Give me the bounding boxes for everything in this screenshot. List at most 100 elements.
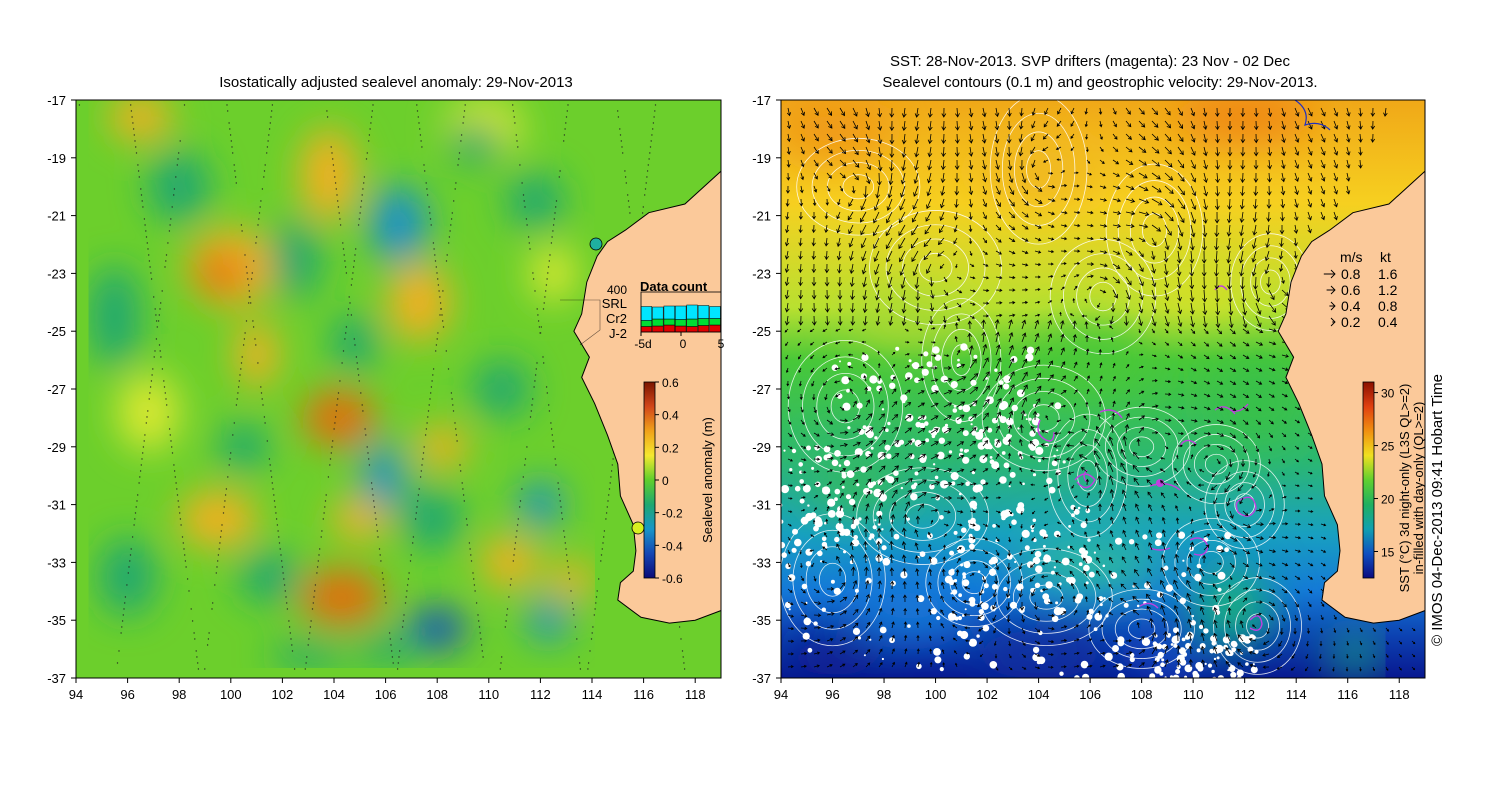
track-dot	[165, 260, 167, 262]
track-dot	[627, 194, 629, 196]
cloud-pixel	[799, 479, 804, 484]
cloud-pixel	[900, 486, 904, 490]
velocity-arrow	[1240, 159, 1246, 170]
track-dot	[371, 488, 373, 490]
track-dot	[477, 614, 479, 616]
velocity-arrow	[1056, 133, 1062, 139]
velocity-arrow	[982, 159, 987, 170]
velocity-arrow	[1019, 549, 1023, 556]
track-dot	[138, 176, 140, 178]
cloud-pixel	[1245, 662, 1249, 666]
velocity-arrow	[813, 146, 819, 155]
velocity-arrow	[810, 341, 815, 346]
velocity-arrow	[930, 428, 939, 434]
velocity-arrow	[1255, 612, 1262, 616]
cloud-pixel	[834, 536, 840, 543]
track-dot	[137, 170, 140, 172]
track-dot	[362, 188, 364, 190]
velocity-arrow	[1199, 568, 1205, 577]
velocity-arrow	[982, 426, 989, 434]
velocity-arrow	[1034, 300, 1041, 304]
cloud-pixel	[1184, 664, 1193, 673]
velocity-arrow	[943, 276, 948, 283]
velocity-arrow	[904, 465, 913, 473]
velocity-arrow	[839, 418, 849, 423]
velocity-arrow	[852, 663, 858, 668]
velocity-arrow	[995, 510, 1001, 514]
cloud-pixel	[925, 438, 930, 443]
velocity-arrow	[1214, 211, 1220, 224]
velocity-arrow	[995, 198, 1001, 208]
data-count-bar	[709, 318, 721, 326]
velocity-arrow	[1151, 631, 1157, 642]
cloud-pixel	[1195, 662, 1203, 670]
velocity-arrow	[1255, 600, 1263, 604]
velocity-arrow	[1021, 640, 1026, 646]
cloud-pixel	[1254, 649, 1259, 654]
cloud-pixel	[999, 476, 1007, 484]
lon-tick-label: 106	[1079, 687, 1101, 702]
velocity-arrow	[1190, 315, 1195, 328]
velocity-arrow	[1047, 198, 1056, 203]
track-dot	[347, 308, 350, 310]
sla-feature	[400, 487, 464, 551]
velocity-arrow	[824, 263, 830, 274]
velocity-arrow	[1228, 458, 1233, 468]
velocity-arrow	[1203, 406, 1211, 411]
velocity-arrow	[1125, 159, 1134, 165]
track-dot	[225, 488, 228, 490]
velocity-arrow	[891, 634, 895, 642]
velocity-arrow	[1173, 566, 1179, 577]
velocity-arrow	[1069, 545, 1075, 551]
velocity-arrow	[956, 468, 965, 473]
velocity-arrow	[930, 354, 937, 358]
velocity-arrow	[995, 344, 1001, 356]
velocity-arrow	[1226, 237, 1232, 251]
velocity-arrow	[1177, 419, 1185, 423]
track-dot	[455, 182, 457, 184]
velocity-arrow	[941, 636, 945, 642]
track-dot	[349, 302, 351, 304]
right-map-title-line2: Sealevel contours (0.1 m) and geostrophi…	[882, 74, 1317, 91]
velocity-arrow	[878, 489, 884, 499]
velocity-arrow	[1098, 107, 1103, 115]
track-dot	[244, 254, 246, 256]
velocity-arrow	[800, 458, 807, 462]
track-dot	[149, 392, 151, 394]
track-dot	[281, 560, 283, 562]
track-dot	[515, 536, 517, 538]
velocity-arrow	[839, 406, 845, 411]
velocity-arrow	[982, 398, 990, 408]
velocity-arrow	[969, 400, 978, 408]
cloud-pixel	[919, 422, 926, 429]
track-dot	[606, 506, 608, 508]
velocity-arrow	[1125, 639, 1132, 643]
cloud-pixel	[845, 494, 852, 500]
velocity-arrow	[1255, 354, 1263, 359]
velocity-arrow	[1018, 146, 1024, 157]
velocity-arrow	[1307, 536, 1314, 540]
velocity-arrow	[824, 302, 830, 313]
cloud-pixel	[1062, 460, 1066, 464]
cloud-pixel	[1159, 656, 1162, 659]
cloud-pixel	[868, 536, 872, 541]
velocity-arrow	[968, 211, 973, 221]
track-dot	[371, 110, 373, 112]
track-dot	[524, 464, 526, 466]
track-dot	[551, 236, 553, 238]
velocity-arrow	[915, 315, 920, 326]
velocity-arrow	[1031, 536, 1036, 541]
velocity-arrow	[891, 388, 897, 395]
cloud-pixel	[1217, 681, 1222, 686]
velocity-arrow	[1199, 469, 1205, 473]
velocity-arrow	[826, 107, 833, 116]
track-dot	[648, 158, 650, 160]
cloud-pixel	[814, 516, 822, 525]
cloud-pixel	[992, 524, 996, 528]
track-dot	[516, 524, 519, 526]
velocity-arrow	[1177, 237, 1183, 251]
velocity-arrow	[901, 107, 907, 118]
velocity-arrow	[1047, 640, 1055, 644]
velocity-legend-kt: 0.4	[1378, 314, 1398, 330]
velocity-arrow	[1346, 133, 1351, 143]
